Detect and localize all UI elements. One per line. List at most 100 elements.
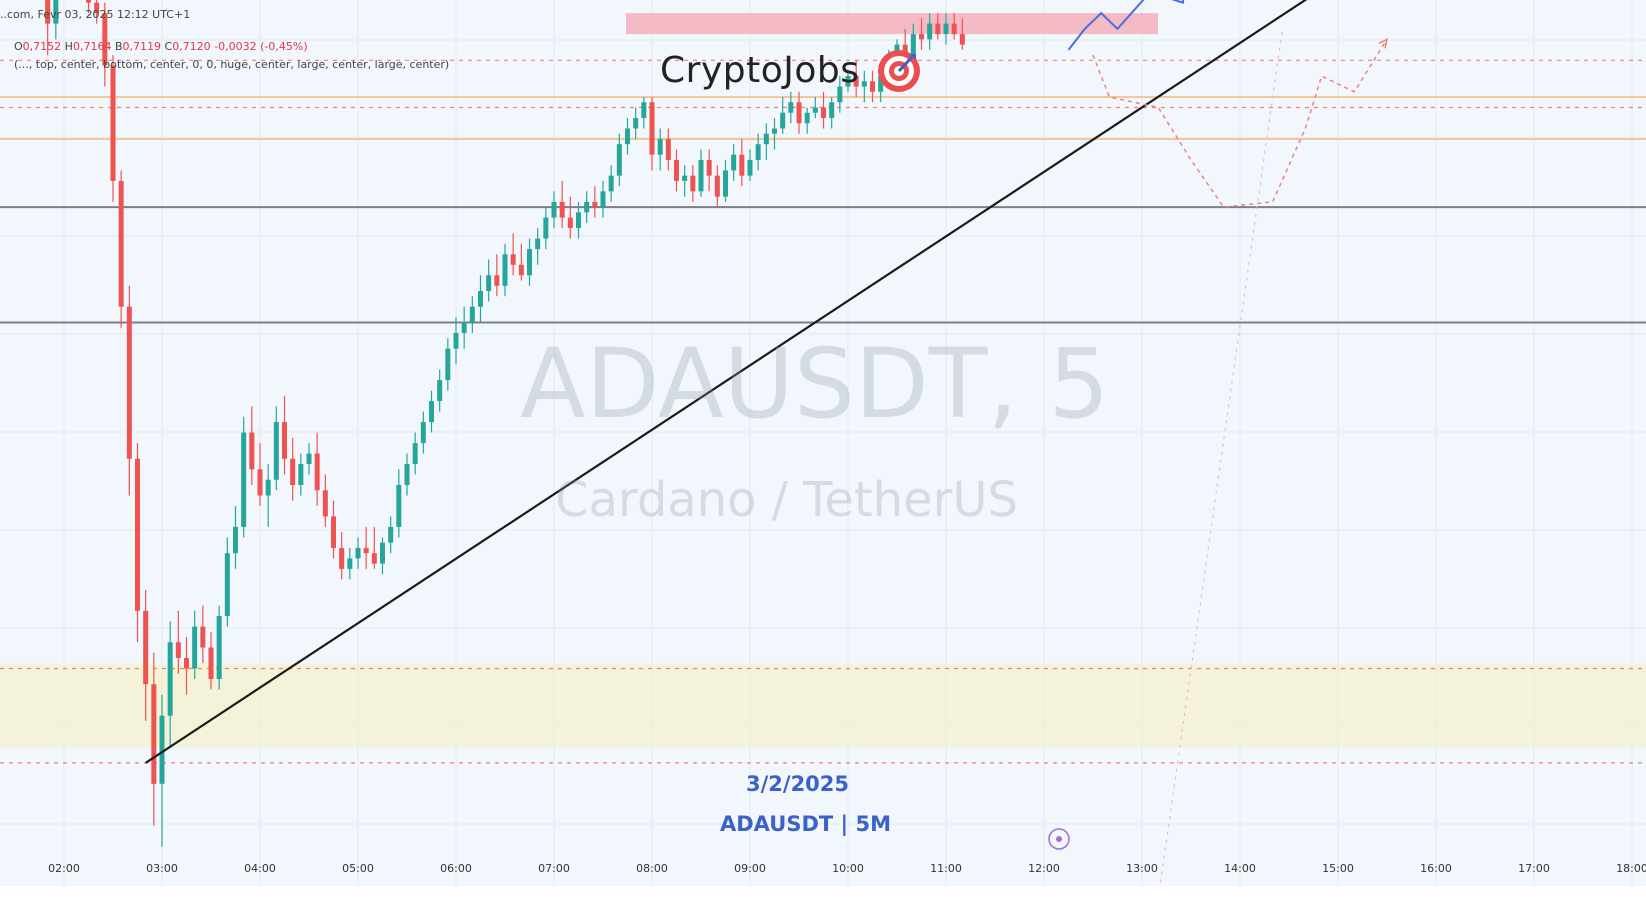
- candle-body: [657, 138, 663, 155]
- candle-body: [551, 201, 557, 218]
- candle-body: [665, 138, 671, 160]
- candle-body: [429, 401, 434, 423]
- candle-body: [265, 479, 271, 496]
- candle-body: [755, 144, 761, 160]
- candle-body: [388, 526, 394, 543]
- candle-body: [600, 191, 606, 208]
- candle-body: [486, 275, 492, 292]
- candle-body: [878, 76, 884, 92]
- ohlc-high-label: H: [64, 40, 73, 53]
- levels: [0, 59, 1646, 764]
- brand-name: CryptoJobs: [660, 50, 860, 91]
- x-tick-label: 09:00: [734, 862, 766, 875]
- candle-body: [339, 547, 345, 569]
- candle-body: [608, 175, 614, 192]
- candle-body: [527, 249, 532, 276]
- ohlc-open-label: O: [14, 40, 23, 53]
- candle-body: [135, 458, 140, 611]
- candle-body: [224, 553, 230, 617]
- x-tick-label: 17:00: [1518, 862, 1550, 875]
- candle-body: [208, 647, 214, 679]
- target-icon: [878, 50, 920, 92]
- candle-body: [788, 102, 794, 113]
- x-tick-label: 11:00: [930, 862, 962, 875]
- candle-body: [870, 81, 875, 92]
- candle-body: [184, 658, 189, 669]
- watermark-symbol: ADAUSDT, 5: [520, 328, 1110, 440]
- candle-body: [780, 112, 786, 129]
- candle-body: [812, 107, 818, 113]
- candle-body: [535, 238, 541, 250]
- ohlc-open: 0,7152: [22, 40, 62, 53]
- ohlc-readout: O0,7152 H0,7164 B0,7119 C0,7120 -0,0032 …: [14, 40, 308, 53]
- candle-body: [910, 34, 916, 56]
- indicator-line: (..., top, center, bottom, center, 0, 0,…: [14, 58, 450, 71]
- candle-body: [290, 458, 296, 485]
- candle-body: [723, 170, 728, 197]
- demand-zone: [0, 663, 1646, 748]
- candle-body: [796, 102, 802, 124]
- x-tick-label: 05:00: [342, 862, 374, 875]
- candle-body: [282, 422, 287, 459]
- candle-body: [478, 291, 483, 307]
- candle-body: [371, 553, 377, 564]
- candle-body: [461, 322, 467, 333]
- candle-body: [175, 642, 181, 659]
- ohlc-low-label: B: [114, 40, 123, 53]
- candle-body: [45, 0, 51, 24]
- candle-body: [706, 159, 712, 176]
- ohlc-close-label: C: [164, 40, 173, 53]
- candle-body: [633, 117, 639, 129]
- candle-body: [396, 484, 402, 527]
- x-tick-label: 07:00: [538, 862, 570, 875]
- candle-body: [102, 13, 108, 66]
- grid: [0, 0, 1646, 886]
- ohlc-change: -0,0032 (-0,45%): [214, 40, 308, 53]
- candle-body: [510, 254, 516, 265]
- candle-body: [731, 154, 737, 171]
- candle-body: [861, 81, 867, 87]
- candle-body: [641, 102, 647, 118]
- candle-body: [126, 306, 132, 459]
- candle-body: [951, 23, 957, 35]
- candle-body: [616, 144, 622, 176]
- x-tick-label: 06:00: [440, 862, 472, 875]
- candle-body: [902, 44, 908, 56]
- annotation-date: 3/2/2025: [746, 772, 850, 796]
- candle-body: [273, 422, 279, 480]
- x-tick-label: 08:00: [636, 862, 668, 875]
- ohlc-low: 0,7119: [122, 40, 162, 53]
- x-tick-label: 18:00: [1616, 862, 1646, 875]
- candle-body: [241, 432, 247, 527]
- candle-body: [543, 217, 549, 239]
- candle-body: [567, 217, 573, 229]
- source-line: ..com, Fevr 03, 2025 12:12 UTC+1: [0, 8, 191, 21]
- watermark-pair: Cardano / TetherUS: [555, 472, 1018, 528]
- candle-body: [53, 0, 59, 24]
- x-tick-label: 03:00: [146, 862, 178, 875]
- candle-body: [625, 128, 630, 145]
- candle-body: [249, 432, 255, 470]
- candle-body: [363, 547, 369, 554]
- candle-body: [804, 112, 810, 124]
- x-tick-label: 02:00: [48, 862, 80, 875]
- candle-body: [380, 542, 385, 564]
- x-tick-label: 10:00: [832, 862, 864, 875]
- ohlc-close: 0,7120: [172, 40, 211, 53]
- candle-body: [192, 626, 198, 669]
- x-tick-label: 14:00: [1224, 862, 1256, 875]
- x-tick-label: 13:00: [1126, 862, 1158, 875]
- candle-body: [314, 453, 320, 491]
- candle-body: [584, 201, 590, 213]
- replay-icon[interactable]: [1046, 826, 1072, 852]
- candle-body: [714, 175, 720, 197]
- candle-body: [322, 490, 328, 517]
- x-tick-label: 12:00: [1028, 862, 1060, 875]
- ascending-trendline: [145, 0, 1308, 764]
- candle-body: [216, 616, 222, 679]
- candle-body: [829, 102, 835, 118]
- candle-body: [502, 254, 508, 286]
- candle-body: [118, 180, 124, 307]
- annotation-pair-timeframe: ADAUSDT | 5M: [720, 812, 892, 836]
